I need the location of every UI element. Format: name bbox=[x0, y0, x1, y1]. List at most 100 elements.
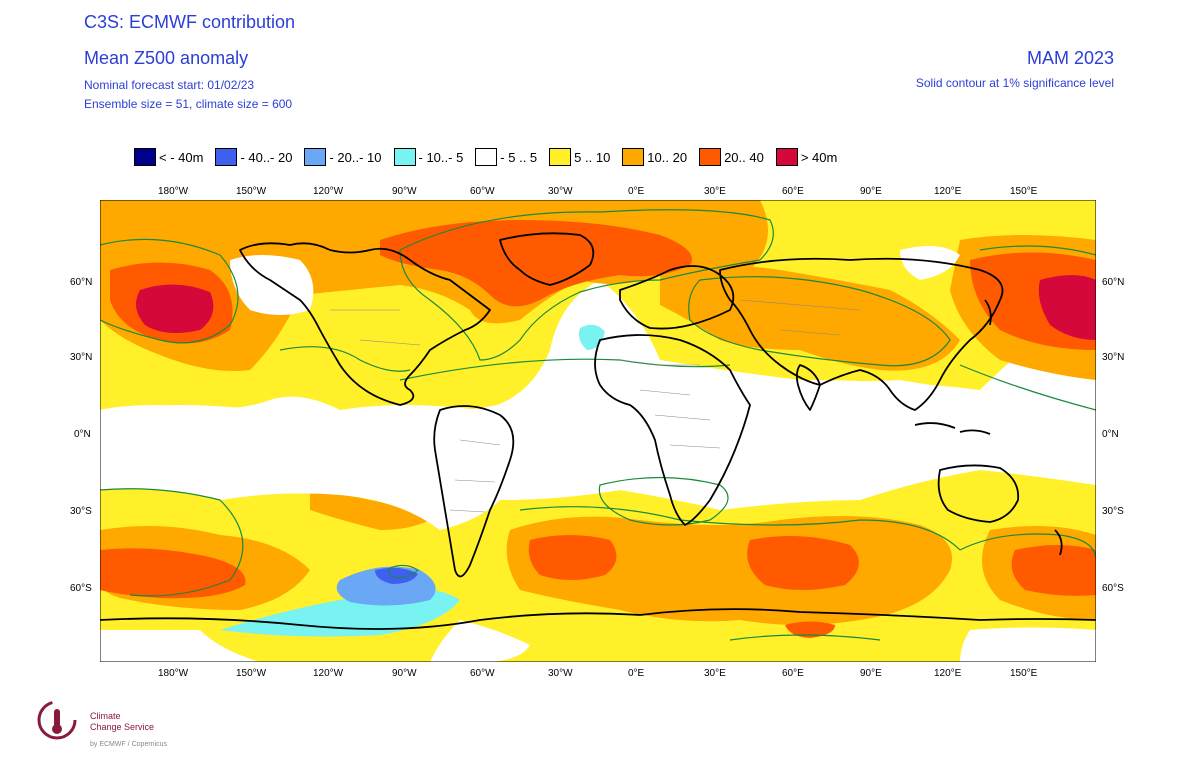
anomaly-field-red-orange bbox=[747, 536, 859, 590]
lat-label-left: 30°S bbox=[70, 506, 92, 517]
anomaly-field-neutral bbox=[960, 627, 1096, 662]
legend-swatch bbox=[622, 148, 645, 166]
lon-label-bottom: 150°W bbox=[236, 668, 267, 679]
coastline-asia bbox=[719, 257, 1004, 411]
lon-label-bottom: 120°W bbox=[313, 668, 344, 679]
anomaly-map bbox=[99, 199, 1097, 663]
lon-label-bottom: 120°E bbox=[934, 668, 962, 679]
lon-label-top: 150°E bbox=[1010, 186, 1038, 197]
legend-label: 20.. 40 bbox=[724, 149, 764, 165]
anomaly-field-neutral bbox=[100, 350, 1096, 530]
coastlines bbox=[99, 232, 1097, 630]
lat-label-left: 30°N bbox=[70, 352, 93, 363]
significance-contour bbox=[399, 358, 731, 381]
lon-label-top: 90°W bbox=[392, 186, 417, 197]
legend-item: 5 .. 10 bbox=[549, 148, 610, 166]
lon-label-top: 30°E bbox=[704, 186, 726, 197]
significance-contour bbox=[279, 346, 411, 372]
legend-label: > 40m bbox=[800, 149, 838, 165]
lon-label-top: 120°E bbox=[934, 186, 962, 197]
legend-label: - 40..- 20 bbox=[240, 149, 293, 165]
significance-contour bbox=[598, 476, 729, 526]
anomaly-field-red-orange bbox=[380, 220, 692, 307]
legend-item: - 20..- 10 bbox=[304, 148, 382, 166]
significance-note: Solid contour at 1% significance level bbox=[915, 76, 1114, 90]
lon-label-top: 0°E bbox=[628, 186, 645, 197]
significance-contour bbox=[388, 564, 419, 579]
map-canvas bbox=[99, 199, 1097, 663]
anomaly-field-neutral bbox=[230, 255, 314, 315]
chart-title: C3S: ECMWF contribution bbox=[84, 12, 296, 32]
legend-label: 10.. 20 bbox=[647, 149, 688, 165]
country-border bbox=[330, 309, 421, 346]
lat-label-left: 60°S bbox=[70, 583, 92, 594]
anomaly-field-dark-red bbox=[136, 284, 214, 334]
lon-label-bottom: 60°E bbox=[782, 668, 804, 679]
lon-label-top: 30°W bbox=[548, 186, 573, 197]
anomaly-field-neutral bbox=[100, 630, 260, 662]
lat-label-right: 60°S bbox=[1102, 583, 1124, 594]
anomaly-field-blue bbox=[375, 567, 418, 584]
legend-item: 20.. 40 bbox=[699, 148, 764, 166]
lat-label-left: 0°N bbox=[74, 429, 91, 440]
legend: < - 40m - 40..- 20 - 20..- 10 - 10..- 5 … bbox=[134, 146, 849, 168]
legend-label: 5 .. 10 bbox=[574, 149, 611, 165]
significance-contour bbox=[729, 634, 881, 641]
legend-swatch bbox=[304, 148, 327, 166]
significance-contour bbox=[688, 276, 951, 367]
legend-label: - 20..- 10 bbox=[329, 149, 382, 165]
anomaly-fields bbox=[100, 200, 1096, 662]
anomaly-field-neutral bbox=[430, 620, 530, 662]
significance-contour bbox=[99, 238, 239, 344]
significance-contours bbox=[99, 209, 1097, 641]
anomaly-field-red-orange bbox=[100, 548, 246, 599]
significance-contour bbox=[959, 533, 1097, 561]
significance-contour bbox=[979, 245, 1097, 256]
country-border bbox=[619, 359, 721, 449]
lon-label-top: 60°W bbox=[470, 186, 495, 197]
lat-label-right: 60°N bbox=[1102, 277, 1125, 288]
lon-label-bottom: 150°E bbox=[1010, 668, 1038, 679]
anomaly-field-dark-red bbox=[1038, 275, 1096, 340]
coastline-antarctica bbox=[99, 608, 1097, 630]
coastline-africa bbox=[594, 334, 751, 526]
legend-swatch bbox=[134, 148, 156, 166]
lon-label-top: 90°E bbox=[860, 186, 882, 197]
legend-item: < - 40m bbox=[134, 148, 203, 166]
coastline-japan bbox=[984, 299, 992, 326]
anomaly-field-red-orange bbox=[785, 621, 835, 638]
significance-contour bbox=[959, 364, 1097, 411]
lat-label-right: 0°N bbox=[1102, 429, 1119, 440]
legend-swatch bbox=[393, 148, 416, 166]
significance-contour bbox=[399, 209, 774, 361]
climate-logo-icon bbox=[37, 700, 77, 740]
legend-swatch bbox=[475, 148, 498, 166]
lon-label-bottom: 30°W bbox=[548, 668, 573, 679]
legend-label: < - 40m bbox=[159, 149, 204, 165]
lon-label-top: 180°W bbox=[158, 186, 189, 197]
country-borders bbox=[330, 299, 861, 513]
lon-label-bottom: 60°W bbox=[470, 668, 495, 679]
legend-swatch bbox=[549, 148, 572, 166]
legend-item: - 40..- 20 bbox=[215, 148, 292, 166]
lon-label-bottom: 180°W bbox=[158, 668, 189, 679]
coastline-australia bbox=[937, 464, 1020, 523]
country-border bbox=[739, 299, 861, 336]
legend-item: - 5 .. 5 bbox=[475, 148, 537, 166]
anomaly-field-neutral bbox=[900, 246, 960, 280]
logo-footer: by ECMWF / Copernicus bbox=[90, 741, 168, 748]
coastline-indonesia bbox=[914, 422, 991, 435]
lon-label-bottom: 30°E bbox=[704, 668, 726, 679]
coastline-new-zealand bbox=[1054, 529, 1063, 556]
lat-label-right: 30°S bbox=[1102, 506, 1124, 517]
anomaly-field-red-orange bbox=[1011, 545, 1096, 596]
coastline-south-america bbox=[433, 405, 515, 578]
legend-item: - 10..- 5 bbox=[393, 148, 463, 166]
significance-contour bbox=[519, 506, 961, 551]
coastline-europe bbox=[619, 265, 735, 330]
coastline-greenland bbox=[499, 232, 595, 286]
coastline-north-america bbox=[239, 242, 491, 406]
legend-swatch bbox=[775, 148, 798, 166]
anomaly-field-orange bbox=[660, 266, 960, 371]
lon-label-top: 60°E bbox=[782, 186, 804, 197]
